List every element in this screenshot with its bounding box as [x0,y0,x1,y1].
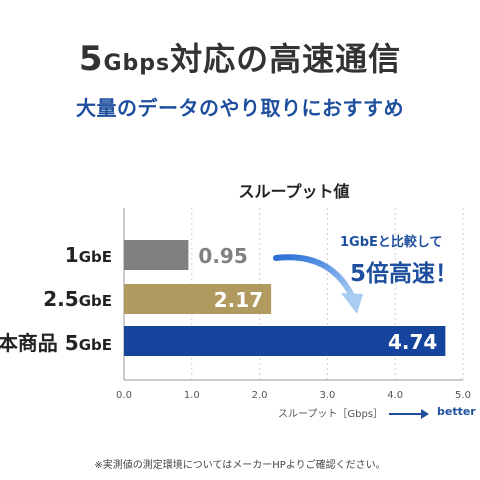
category-label-2-5gbe-num: 2.5 [43,287,79,311]
x-tick-label-5: 5.0 [455,390,471,401]
x-tick-label-0: 0.0 [116,390,132,401]
footnote: ※実測値の測定環境についてはメーカーHPよりご確認ください。 [94,460,386,471]
subheadline: 大量のデータのやり取りにおすすめ [76,96,404,120]
callout-speed-text: 5倍高速！ [350,261,459,287]
headline: 5Gbps対応の高速通信 [0,34,480,80]
category-label-5gbe-suffix: GbE [78,336,112,354]
category-label-1gbe: 1GbE [65,240,112,272]
chart-title: スループット値 [238,182,350,201]
bar-1 [124,284,272,314]
x-axis-title: スループット［Gbps］ [278,409,384,420]
x-tick-label-2: 2.0 [252,390,268,401]
bar-value-label-1: 2.17 [214,288,263,312]
callout-arrow-shaft [273,254,355,299]
bar-value-label-0: 0.95 [198,244,247,268]
bar-0 [124,240,189,270]
category-label-2-5gbe-suffix: GbE [78,292,112,310]
better-label: better [437,405,476,418]
x-tick-label-3: 3.0 [319,390,335,401]
better-arrow-icon [389,409,429,419]
category-label-2-5gbe: 2.5GbE [43,284,112,316]
bar-2 [124,326,446,356]
category-label-5gbe-num: 本商品 5 [0,331,79,355]
callout-compare-text: 1GbEと比較して [340,235,443,250]
x-tick-label-4: 4.0 [387,390,403,401]
x-tick-label-1: 1.0 [184,390,200,401]
headline-number: 5 [78,39,104,79]
callout-arrow-head-icon [341,293,363,314]
category-label-1gbe-suffix: GbE [78,248,112,266]
category-label-5gbe: 本商品 5GbE [0,328,112,360]
bar-value-label-2: 4.74 [388,330,437,354]
headline-unit: Gbps [103,51,171,76]
headline-text: 対応の高速通信 [170,40,402,78]
category-label-1gbe-num: 1 [64,243,79,267]
